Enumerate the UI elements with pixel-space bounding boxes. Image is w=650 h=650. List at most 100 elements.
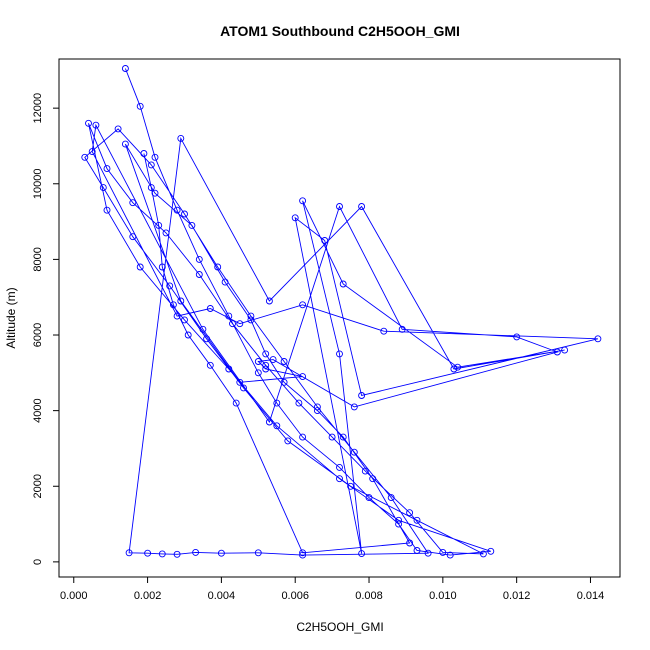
data-point bbox=[140, 150, 148, 157]
data-point bbox=[446, 551, 454, 559]
data-point bbox=[214, 263, 222, 271]
data-point bbox=[103, 206, 111, 214]
data-point bbox=[361, 467, 369, 475]
data-point bbox=[262, 350, 270, 358]
data-point bbox=[199, 325, 207, 333]
data-point bbox=[155, 221, 163, 229]
data-point bbox=[553, 348, 561, 356]
data-point bbox=[177, 297, 185, 305]
data-point bbox=[136, 263, 144, 271]
data-point bbox=[181, 210, 188, 218]
data-point bbox=[169, 301, 177, 309]
data-point bbox=[339, 280, 347, 288]
data-point bbox=[188, 221, 196, 229]
data-point bbox=[594, 335, 602, 343]
data-point bbox=[406, 539, 414, 547]
data-point bbox=[247, 312, 255, 320]
data-point bbox=[295, 399, 303, 407]
data-point bbox=[203, 335, 211, 343]
data-point bbox=[413, 547, 421, 554]
data-point bbox=[236, 378, 244, 386]
data-point bbox=[299, 433, 307, 441]
data-point bbox=[232, 399, 240, 407]
data-point bbox=[125, 549, 133, 557]
data-point bbox=[262, 365, 270, 373]
y-tick-label: 6000 bbox=[32, 323, 44, 347]
data-point bbox=[291, 214, 299, 222]
data-point bbox=[450, 365, 458, 373]
data-point bbox=[398, 325, 406, 333]
y-tick-label: 12000 bbox=[32, 93, 44, 124]
data-point bbox=[254, 358, 262, 365]
data-point bbox=[413, 516, 421, 524]
data-point bbox=[177, 134, 185, 142]
data-point bbox=[358, 392, 366, 399]
data-point bbox=[336, 203, 343, 210]
data-point bbox=[121, 140, 129, 148]
data-point bbox=[206, 361, 214, 369]
data-point bbox=[184, 331, 192, 339]
data-point bbox=[162, 229, 170, 237]
data-point bbox=[395, 520, 403, 528]
data-point bbox=[166, 282, 174, 290]
x-axis-label: C2H5OOH_GMI bbox=[296, 620, 383, 634]
data-point bbox=[236, 320, 244, 328]
data-point bbox=[280, 358, 288, 365]
data-point bbox=[321, 237, 329, 244]
data-point bbox=[328, 433, 336, 441]
series-line-0 bbox=[84, 68, 599, 556]
data-point bbox=[269, 356, 277, 364]
data-point bbox=[299, 197, 307, 205]
data-point bbox=[129, 233, 137, 241]
data-point bbox=[273, 422, 281, 430]
data-point bbox=[85, 119, 92, 127]
data-point bbox=[247, 316, 255, 324]
data-point bbox=[387, 494, 395, 502]
data-point bbox=[88, 148, 96, 156]
data-point bbox=[92, 121, 100, 129]
data-point bbox=[273, 399, 281, 407]
data-point bbox=[336, 350, 343, 358]
data-point bbox=[225, 312, 233, 320]
data-point bbox=[424, 549, 432, 557]
data-point bbox=[395, 516, 403, 524]
data-point bbox=[144, 549, 152, 557]
data-point bbox=[81, 153, 89, 161]
data-point bbox=[369, 475, 377, 483]
data-point bbox=[439, 548, 447, 556]
data-point bbox=[339, 433, 347, 441]
x-tick-label: 0.004 bbox=[208, 590, 236, 602]
data-point bbox=[561, 346, 569, 354]
data-point bbox=[350, 448, 358, 456]
data-point bbox=[265, 297, 273, 305]
data-point bbox=[347, 482, 355, 490]
data-point bbox=[487, 547, 495, 555]
data-point bbox=[221, 278, 229, 286]
data-point bbox=[129, 199, 137, 207]
x-tick-label: 0.002 bbox=[134, 590, 162, 602]
data-point bbox=[217, 549, 225, 557]
y-axis: 0 2000 4000 6000 8000 10000 12000 bbox=[32, 93, 59, 565]
y-tick-label: 4000 bbox=[32, 398, 44, 422]
data-point bbox=[513, 333, 521, 341]
data-point bbox=[195, 271, 203, 278]
data-point bbox=[358, 550, 366, 558]
data-point bbox=[299, 301, 307, 309]
x-tick-label: 0.000 bbox=[60, 590, 88, 602]
data-point bbox=[336, 463, 343, 471]
data-point bbox=[284, 437, 292, 445]
data-point bbox=[206, 305, 214, 312]
data-point bbox=[136, 102, 144, 110]
data-point bbox=[114, 125, 122, 133]
y-axis-label: Altitude (m) bbox=[4, 287, 18, 348]
x-axis: 0.000 0.002 0.004 0.006 0.008 0.010 0.012 0.014 bbox=[60, 577, 604, 602]
data-point bbox=[313, 407, 321, 415]
data-point bbox=[225, 365, 233, 373]
data-point bbox=[195, 255, 203, 263]
data-point bbox=[240, 384, 247, 392]
data-point bbox=[299, 551, 307, 559]
data-point bbox=[173, 206, 181, 214]
data-point bbox=[158, 263, 166, 271]
data-point bbox=[229, 320, 236, 328]
